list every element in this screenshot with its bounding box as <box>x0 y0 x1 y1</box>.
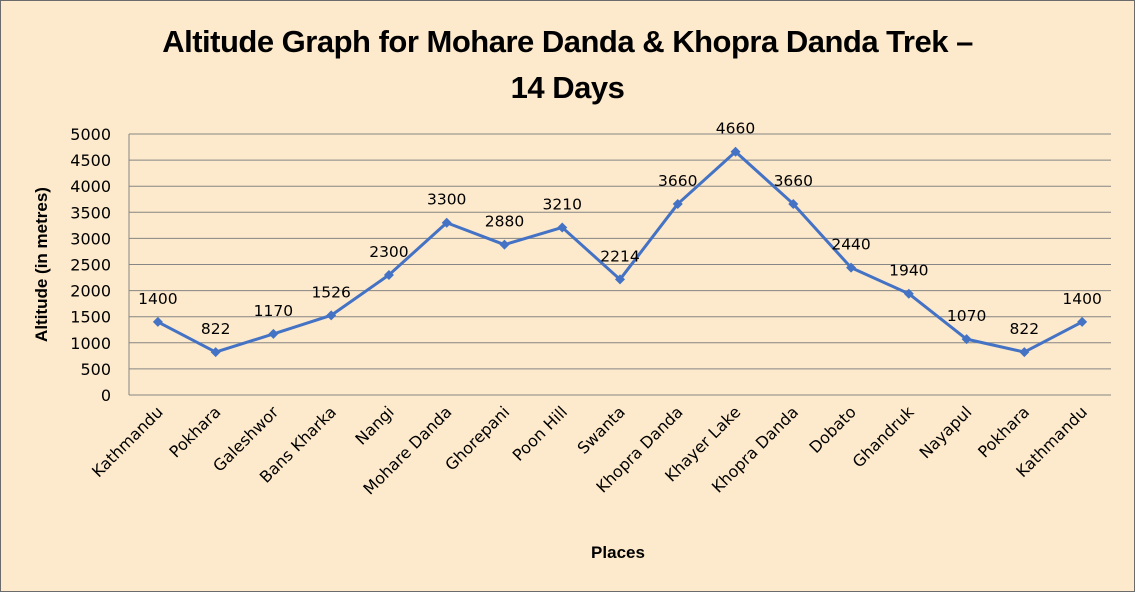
x-tick-label: Dobato <box>805 402 860 457</box>
data-label: 1170 <box>254 302 293 320</box>
x-tick-label: Kathmandu <box>88 402 167 481</box>
y-tick-label: 4500 <box>70 151 111 170</box>
data-label: 2214 <box>600 247 639 265</box>
data-label: 3660 <box>774 172 813 190</box>
diamond-marker-icon <box>268 328 279 339</box>
diamond-marker-icon <box>1019 347 1030 358</box>
y-tick-label: 4000 <box>70 177 111 196</box>
data-label: 1070 <box>947 307 986 325</box>
diamond-marker-icon <box>210 347 221 358</box>
x-tick-label: Swanta <box>573 402 628 457</box>
y-tick-label: 3000 <box>70 229 111 248</box>
y-tick-label: 500 <box>80 360 111 379</box>
y-tick-label: 2500 <box>70 256 111 275</box>
diamond-marker-icon <box>441 217 452 228</box>
chart-title-line2: 14 Days <box>510 70 625 105</box>
diamond-marker-icon <box>846 262 857 273</box>
diamond-marker-icon <box>557 222 568 233</box>
diamond-marker-icon <box>788 198 799 209</box>
diamond-marker-icon <box>730 146 741 157</box>
diamond-marker-icon <box>615 274 625 285</box>
diamond-marker-icon <box>1077 316 1088 327</box>
data-label: 3660 <box>658 172 697 190</box>
diamond-marker-icon <box>383 269 394 280</box>
y-tick-label: 1000 <box>70 334 111 353</box>
x-tick-label: Ghandruk <box>849 402 919 472</box>
data-label: 3210 <box>543 195 582 213</box>
diamond-marker-icon <box>326 310 337 321</box>
x-tick-label: Nayapul <box>915 402 975 462</box>
x-axis-title: Places <box>591 543 645 562</box>
data-label: 2440 <box>831 236 870 254</box>
data-label: 1400 <box>138 290 177 308</box>
x-tick-label: Pokhara <box>974 402 1033 461</box>
y-axis-title: Altitude (in metres) <box>32 187 51 342</box>
y-tick-label: 5000 <box>70 125 111 144</box>
data-label: 2880 <box>485 213 524 231</box>
data-label: 2300 <box>369 243 408 261</box>
diamond-marker-icon <box>961 334 972 345</box>
y-tick-label: 3500 <box>70 203 111 222</box>
data-label: 3300 <box>427 191 466 209</box>
x-tick-label: Nangi <box>351 402 397 448</box>
diamond-marker-icon <box>152 316 163 327</box>
data-label: 4660 <box>716 120 755 138</box>
y-tick-label: 1500 <box>70 308 111 327</box>
data-label: 1940 <box>889 262 928 280</box>
data-label: 1526 <box>311 283 350 301</box>
diamond-marker-icon <box>903 288 914 299</box>
x-tick-label: Poon Hill <box>509 402 571 464</box>
y-tick-label: 0 <box>101 386 111 405</box>
diamond-marker-icon <box>499 239 510 250</box>
data-label: 1400 <box>1062 290 1101 308</box>
data-label: 822 <box>1010 320 1040 338</box>
diamond-marker-icon <box>672 198 683 209</box>
y-tick-label: 2000 <box>70 282 111 301</box>
chart-title-line1: Altitude Graph for Mohare Danda & Khopra… <box>162 24 973 59</box>
x-tick-label: Pokhara <box>165 402 224 461</box>
data-label: 822 <box>201 320 231 338</box>
